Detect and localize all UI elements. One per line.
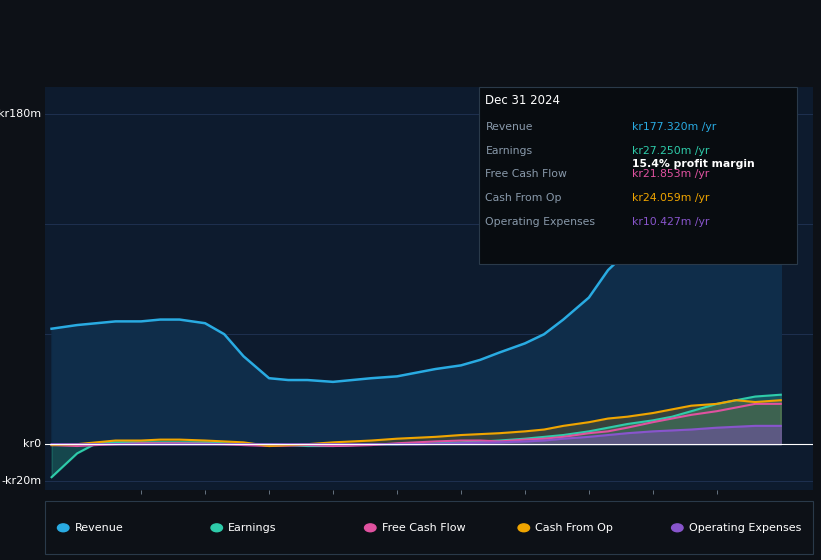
Text: Operating Expenses: Operating Expenses — [485, 217, 595, 227]
Text: Revenue: Revenue — [485, 122, 533, 132]
Text: kr180m: kr180m — [0, 109, 41, 119]
Text: Free Cash Flow: Free Cash Flow — [382, 523, 466, 533]
Text: Earnings: Earnings — [228, 523, 277, 533]
Text: kr0: kr0 — [23, 439, 41, 449]
Text: kr177.320m /yr: kr177.320m /yr — [632, 122, 716, 132]
Text: Earnings: Earnings — [485, 146, 533, 156]
Text: Dec 31 2024: Dec 31 2024 — [485, 94, 561, 106]
Text: Operating Expenses: Operating Expenses — [689, 523, 801, 533]
Text: kr10.427m /yr: kr10.427m /yr — [632, 217, 709, 227]
Text: Revenue: Revenue — [75, 523, 123, 533]
Text: kr24.059m /yr: kr24.059m /yr — [632, 193, 709, 203]
Text: 15.4% profit margin: 15.4% profit margin — [632, 158, 754, 169]
Text: Cash From Op: Cash From Op — [535, 523, 613, 533]
Text: kr27.250m /yr: kr27.250m /yr — [632, 146, 709, 156]
Text: Cash From Op: Cash From Op — [485, 193, 562, 203]
Text: Free Cash Flow: Free Cash Flow — [485, 169, 567, 179]
Text: -kr20m: -kr20m — [1, 476, 41, 486]
Text: kr21.853m /yr: kr21.853m /yr — [632, 169, 709, 179]
